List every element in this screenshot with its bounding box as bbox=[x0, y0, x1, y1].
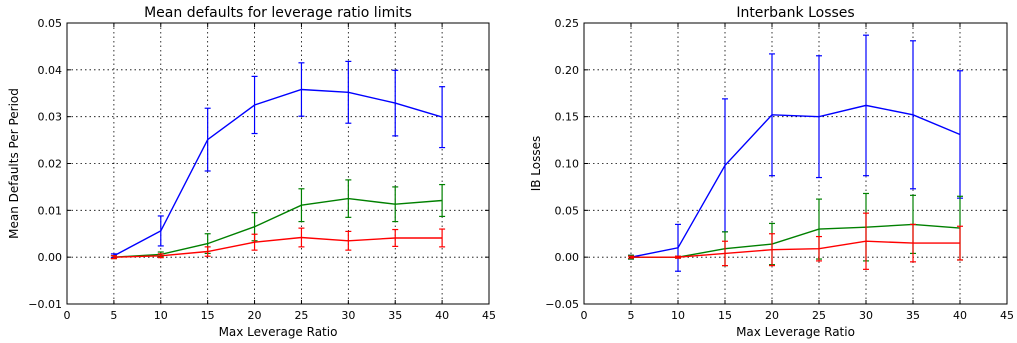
ib-losses-y-tick-label: 0.25 bbox=[555, 17, 580, 30]
defaults-y-tick-label: 0.00 bbox=[38, 251, 63, 264]
defaults-x-tick-label: 35 bbox=[388, 309, 402, 322]
defaults-series-line bbox=[113, 236, 443, 258]
defaults-x-tick-label: 10 bbox=[154, 309, 168, 322]
ib-losses-y-tick-label: −0.05 bbox=[545, 298, 579, 311]
ib-losses-x-tick-label: 20 bbox=[765, 309, 779, 322]
ib-losses-x-tick-label: 40 bbox=[953, 309, 967, 322]
ib-losses-y-tick-label: 0.05 bbox=[555, 204, 580, 217]
defaults-y-tick-label: −0.01 bbox=[28, 298, 62, 311]
defaults-y-tick-label: 0.04 bbox=[38, 64, 63, 77]
ib-losses-x-tick-label: 25 bbox=[812, 309, 826, 322]
defaults-chart-title: Mean defaults for leverage ratio limits bbox=[144, 5, 412, 21]
ib-losses-series-3 bbox=[628, 212, 963, 270]
defaults-y-tick-label: 0.03 bbox=[38, 111, 63, 124]
defaults-y-tick-label: 0.01 bbox=[38, 204, 63, 217]
ib-losses-x-tick-label: 15 bbox=[718, 309, 732, 322]
ib-losses-x-tick-label: 30 bbox=[859, 309, 873, 322]
defaults-x-axis-label: Max Leverage Ratio bbox=[219, 325, 338, 339]
ib-losses-y-axis-label: IB Losses bbox=[529, 136, 543, 192]
defaults-x-tick-label: 5 bbox=[110, 309, 117, 322]
ib-losses-y-tick-label: 0.00 bbox=[555, 251, 580, 264]
ib-losses-series-1 bbox=[628, 34, 963, 272]
defaults-x-tick-label: 0 bbox=[64, 309, 71, 322]
ib-losses-x-axis-label: Max Leverage Ratio bbox=[736, 325, 855, 339]
defaults-series-3 bbox=[110, 227, 446, 260]
ib-losses-x-tick-label: 0 bbox=[581, 309, 588, 322]
ib-losses-x-tick-label: 45 bbox=[1000, 309, 1014, 322]
defaults-y-tick-label: 0.05 bbox=[38, 17, 63, 30]
defaults-chart: 0 5 10 15 20 25 30 35 40 45 −0.01 0.00 0.01 0.02 0.03 0… bbox=[7, 5, 496, 339]
ib-losses-chart-title: Interbank Losses bbox=[736, 5, 854, 21]
defaults-series-1 bbox=[110, 60, 446, 259]
defaults-x-tick-label: 25 bbox=[294, 309, 308, 322]
defaults-x-tick-label: 30 bbox=[341, 309, 355, 322]
ib-losses-series-line bbox=[631, 240, 960, 258]
defaults-y-tick-label: 0.02 bbox=[38, 158, 63, 171]
ib-losses-series-line bbox=[631, 223, 961, 258]
ib-losses-y-tick-label: 0.20 bbox=[555, 64, 580, 77]
defaults-y-axis-label: Mean Defaults Per Period bbox=[7, 88, 21, 239]
defaults-x-tick-label: 45 bbox=[482, 309, 496, 322]
ib-losses-x-tick-label: 35 bbox=[906, 309, 920, 322]
ib-losses-x-tick-label: 5 bbox=[628, 309, 635, 322]
ib-losses-y-tick-label: 0.10 bbox=[555, 158, 580, 171]
defaults-series-line bbox=[113, 88, 443, 257]
ib-losses-x-tick-label: 10 bbox=[671, 309, 685, 322]
ib-losses-y-tick-label: 0.15 bbox=[555, 111, 580, 124]
ib-losses-series-line bbox=[630, 104, 961, 258]
defaults-x-tick-label: 40 bbox=[435, 309, 449, 322]
interbank-losses-chart: 0 5 10 15 20 25 30 35 40 45 −0.05 0.00 0.05 0.10 0.15 0… bbox=[529, 5, 1014, 339]
defaults-x-tick-label: 15 bbox=[201, 309, 215, 322]
defaults-series-line bbox=[113, 197, 443, 258]
defaults-x-tick-label: 20 bbox=[248, 309, 262, 322]
